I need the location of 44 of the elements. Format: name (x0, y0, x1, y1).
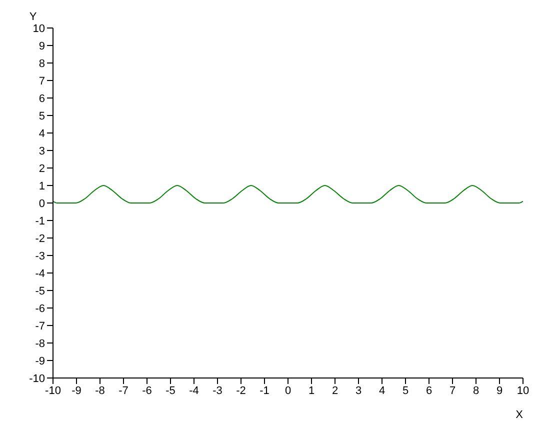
y-tick-label: -6 (35, 302, 45, 315)
y-tick-label: 7 (38, 75, 45, 88)
x-tick-label: 0 (284, 384, 292, 397)
x-tick-label: -7 (118, 384, 128, 397)
x-tick-label: 2 (332, 384, 338, 397)
line-series (53, 185, 523, 204)
y-tick-label: -4 (35, 268, 45, 280)
y-tick-label: 2 (38, 162, 45, 175)
y-tick-label: -7 (35, 320, 45, 332)
y-tick-label: -5 (35, 285, 45, 298)
x-tick-label: -6 (142, 384, 152, 397)
x-tick-label: 3 (355, 384, 362, 397)
y-axis-title: Y (29, 11, 38, 23)
x-tick-label: 7 (449, 384, 456, 397)
y-tick-label: 9 (38, 40, 45, 52)
x-tick-label: 5 (402, 384, 409, 397)
y-tick-label: -10 (29, 372, 45, 385)
x-tick-label: 1 (308, 384, 315, 397)
x-axis-title: X (516, 409, 524, 421)
y-tick-label: 3 (38, 145, 45, 158)
x-tick-label: -9 (72, 384, 82, 397)
x-tick-label: -1 (260, 384, 270, 397)
x-tick-label: 4 (378, 384, 386, 397)
x-tick-label: 8 (472, 384, 480, 397)
x-tick-label: -5 (166, 384, 176, 397)
x-tick-label: -2 (236, 384, 246, 397)
y-tick-label: 0 (38, 198, 45, 210)
y-tick-label: -2 (35, 232, 45, 245)
x-tick-label: -4 (189, 384, 199, 397)
y-tick-label: 6 (38, 92, 45, 105)
y-tick-label: -8 (35, 338, 45, 350)
x-tick-label: 10 (516, 384, 530, 397)
y-tick-label: 5 (38, 110, 45, 122)
y-tick-label: 8 (38, 58, 45, 70)
y-tick-label: 1 (38, 180, 45, 192)
x-tick-label: 9 (496, 384, 503, 397)
x-tick-label: 6 (426, 384, 432, 397)
y-tick-label: -3 (35, 250, 45, 262)
y-tick-label: -9 (35, 355, 45, 368)
y-tick-label: 4 (38, 128, 45, 140)
x-tick-label: -8 (95, 384, 105, 397)
y-tick-label: -1 (35, 215, 45, 228)
x-tick-label: -3 (212, 384, 222, 397)
y-tick-label: 10 (32, 22, 45, 35)
